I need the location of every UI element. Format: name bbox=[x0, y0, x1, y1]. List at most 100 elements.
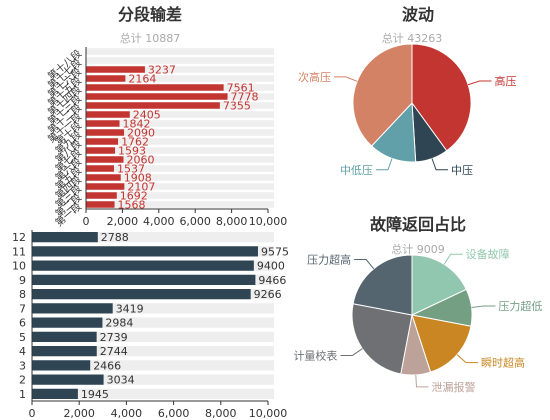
bottom-band bbox=[32, 317, 274, 328]
pie2-slice bbox=[352, 254, 413, 316]
top-bar bbox=[86, 192, 117, 199]
pie2-slice bbox=[351, 303, 413, 375]
top-band bbox=[86, 156, 274, 163]
pie2-slice-label: 计量校表 bbox=[293, 348, 337, 362]
bottom-bar bbox=[32, 374, 104, 385]
top-bar bbox=[86, 84, 224, 91]
bottom-bar bbox=[32, 303, 113, 314]
top-value-label: 1568 bbox=[118, 199, 146, 212]
pie2-slice-label: 瞬时超高 bbox=[481, 356, 525, 370]
top-value-label: 1842 bbox=[123, 118, 151, 131]
top-bar bbox=[86, 183, 125, 190]
bottom-x-tick-label: 2,000 bbox=[63, 407, 95, 420]
bottom-x-tick-label: 4,000 bbox=[111, 407, 143, 420]
pie2-slice-label: 压力超高 bbox=[307, 253, 351, 267]
top-bar bbox=[86, 129, 125, 136]
top-band bbox=[86, 183, 274, 190]
bottom-category-label: 4 bbox=[19, 345, 26, 358]
top-x-tick-label: 10,000 bbox=[249, 215, 288, 228]
bottom-category-label: 3 bbox=[19, 359, 26, 372]
bottom-band bbox=[32, 231, 274, 243]
pie-chart-title-2: 故障返回占比 bbox=[370, 215, 466, 234]
pie1-slice-label: 中压 bbox=[451, 164, 473, 177]
top-bar bbox=[86, 120, 120, 127]
bottom-value-label: 9575 bbox=[261, 245, 289, 258]
top-value-label: 7355 bbox=[223, 100, 251, 113]
pie2-label-line bbox=[471, 305, 496, 308]
bottom-bar bbox=[32, 388, 78, 400]
top-band bbox=[86, 48, 274, 55]
bottom-value-label: 3419 bbox=[116, 302, 144, 315]
top-value-label: 2060 bbox=[126, 154, 154, 167]
bottom-bar bbox=[32, 246, 258, 257]
pie2-label-line bbox=[456, 354, 479, 364]
pie2-slice-label: 泄漏报警 bbox=[432, 380, 476, 394]
bar-chart-title: 分段输差 bbox=[118, 5, 182, 24]
top-value-label: 1537 bbox=[117, 163, 145, 176]
bottom-bar bbox=[32, 288, 251, 300]
bottom-category-label: 2 bbox=[19, 374, 26, 387]
pie1-label-line bbox=[431, 158, 449, 171]
top-band bbox=[86, 138, 274, 145]
bar-chart-top: 1568第一段1692第二段2107第三段1908第四段1537第五段2060第… bbox=[45, 47, 287, 229]
top-bar bbox=[86, 102, 220, 109]
bottom-value-label: 1945 bbox=[81, 388, 109, 401]
top-band bbox=[86, 165, 274, 172]
top-bar bbox=[86, 165, 114, 172]
bottom-value-label: 2984 bbox=[105, 317, 133, 330]
top-bar bbox=[86, 66, 145, 73]
bottom-band bbox=[32, 388, 274, 400]
top-band bbox=[86, 111, 274, 118]
bottom-x-tick-label: 0 bbox=[29, 407, 36, 420]
bottom-category-label: 8 bbox=[19, 288, 26, 301]
top-value-label: 2090 bbox=[127, 127, 155, 140]
top-value-label: 1593 bbox=[118, 145, 146, 158]
bottom-value-label: 9466 bbox=[258, 274, 286, 287]
bottom-category-label: 6 bbox=[19, 317, 26, 330]
bottom-band bbox=[32, 331, 274, 343]
bottom-value-label: 9400 bbox=[257, 260, 285, 273]
bottom-band bbox=[32, 374, 274, 385]
top-bar bbox=[86, 93, 228, 100]
bottom-x-tick-label: 10,000 bbox=[249, 407, 288, 420]
top-band bbox=[86, 129, 274, 136]
bottom-value-label: 9266 bbox=[254, 288, 282, 301]
top-band bbox=[86, 57, 274, 64]
bottom-bar bbox=[32, 274, 256, 286]
bottom-band bbox=[32, 303, 274, 314]
top-x-tick-label: 8,000 bbox=[216, 215, 248, 228]
bar-chart-bottom: 1945 1 3034 2 2466 3 2744 4 2739 5 2984 6 3419 7 9266 8… bbox=[12, 230, 289, 420]
bottom-band bbox=[32, 345, 274, 357]
pie2-label-line bbox=[443, 253, 463, 265]
bottom-value-label: 3034 bbox=[107, 374, 135, 387]
bottom-value-label: 2739 bbox=[100, 331, 128, 344]
top-value-label: 3237 bbox=[148, 64, 176, 77]
top-band bbox=[86, 147, 274, 154]
bottom-bar bbox=[32, 317, 103, 328]
pie1-slice-label: 高压 bbox=[495, 74, 517, 88]
top-bar bbox=[86, 147, 115, 154]
top-value-label: 2107 bbox=[127, 181, 155, 194]
pie2-slice-label: 设备故障 bbox=[466, 247, 510, 261]
bottom-x-tick-label: 6,000 bbox=[158, 407, 190, 420]
bottom-bar bbox=[32, 260, 254, 271]
top-value-label: 1908 bbox=[124, 172, 152, 185]
pie1-slice-label: 次高压 bbox=[298, 70, 331, 84]
top-band bbox=[86, 201, 274, 208]
pie1-slice bbox=[352, 43, 413, 147]
bottom-bar bbox=[32, 331, 97, 343]
pie2-slice bbox=[411, 314, 472, 373]
top-bar bbox=[86, 174, 121, 181]
bar-chart-subtitle: 总计 10887 bbox=[120, 31, 181, 45]
pie2-label-line bbox=[340, 348, 363, 356]
bottom-category-label: 12 bbox=[12, 231, 26, 244]
top-band bbox=[86, 66, 274, 73]
pie1-label-line bbox=[467, 80, 492, 86]
pie-chart-title-1: 波动 bbox=[402, 5, 434, 24]
bottom-value-label: 2788 bbox=[101, 231, 129, 244]
bottom-category-label: 10 bbox=[12, 260, 26, 273]
pie1-label-line bbox=[375, 158, 393, 171]
pie2-slice-label: 压力超低 bbox=[498, 299, 542, 313]
